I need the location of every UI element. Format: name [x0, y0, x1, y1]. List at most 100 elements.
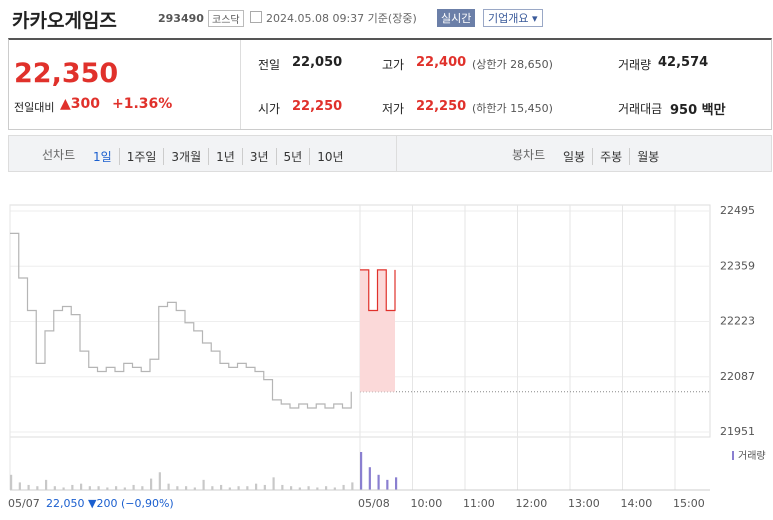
volume-bar: [27, 484, 30, 490]
volume-bar: [325, 486, 328, 490]
volume-bar: [115, 486, 118, 490]
volume-bar: [377, 474, 380, 490]
volume-bar: [193, 487, 196, 490]
tab-bar: [8, 135, 772, 172]
tab[interactable]: 3개월: [164, 148, 210, 165]
volume-bar: [263, 484, 266, 490]
volume-bar: [167, 483, 170, 490]
field-value: 22,250: [416, 99, 467, 114]
x-tick-label: 14:00: [621, 497, 653, 510]
volume-bar: [368, 467, 371, 490]
volume-bar: [281, 484, 284, 490]
x-tick-label: 15:00: [673, 497, 705, 510]
volume-bar: [10, 474, 13, 490]
rate: +1.36%: [112, 96, 173, 112]
summary-box: [8, 38, 772, 130]
volume-bar: [150, 478, 153, 490]
y-tick-label: 22223: [720, 315, 755, 328]
volume-bar: [80, 483, 83, 490]
x-tick-label: 11:00: [463, 497, 495, 510]
x-tick-label: 13:00: [568, 497, 600, 510]
clock-icon: [250, 11, 262, 23]
volume-bar: [272, 477, 275, 490]
volume-bar: [342, 484, 345, 490]
y-tick-label: 21951: [720, 425, 755, 438]
field-label: 전일: [258, 58, 281, 72]
price-line: [360, 269, 396, 312]
volume-bar: [290, 486, 293, 490]
volume-bar: [158, 472, 161, 490]
volume-bar: [71, 484, 74, 490]
volume-bar: [351, 482, 354, 490]
tab-label: 선차트: [42, 148, 76, 162]
tab[interactable]: 월봉: [637, 150, 660, 164]
field-value: 42,574: [658, 55, 709, 70]
volume-bar: [360, 452, 363, 490]
volume-bar: [88, 486, 91, 490]
volume-bar: [45, 479, 48, 490]
tab[interactable]: 5년: [277, 148, 311, 165]
tab[interactable]: 3년: [243, 148, 277, 165]
volume-bar: [176, 486, 179, 490]
x-tick-label: 10:00: [411, 497, 443, 510]
tab[interactable]: 1년: [209, 148, 243, 165]
tab[interactable]: 1일: [86, 148, 120, 165]
divider: [396, 136, 397, 171]
legend-swatch: [732, 451, 734, 460]
tab[interactable]: 10년: [317, 150, 344, 164]
tab[interactable]: 일봉: [556, 148, 594, 165]
tab[interactable]: 1주일: [120, 148, 165, 165]
y-tick-label: 22495: [720, 204, 755, 217]
field-value: 22,050: [292, 55, 343, 70]
field-label: 시가: [258, 102, 281, 116]
divider: [240, 40, 241, 129]
field-label: 거래량: [618, 58, 652, 72]
volume-bar: [62, 487, 65, 490]
volume-bar: [255, 483, 258, 490]
volume-bar: [307, 486, 310, 490]
price-line: [10, 232, 352, 409]
time: 2024.05.08 09:37 기준(장중): [266, 12, 417, 25]
field-note: (하한가 15,450): [472, 102, 553, 115]
legend-label: 거래량: [738, 450, 766, 462]
x-tick-label: 05/08: [358, 497, 390, 510]
candle-tabs: 일봉 주봉 월봉: [556, 146, 666, 165]
field-note: (상한가 28,650): [472, 58, 553, 71]
volume-bar: [202, 479, 205, 490]
field-value: 22,250: [292, 99, 343, 114]
volume-bar: [386, 479, 389, 490]
volume-bar: [246, 486, 249, 490]
volume-bar: [298, 487, 301, 490]
y-tick-label: 22087: [720, 370, 755, 383]
volume-bar: [53, 486, 56, 490]
realtime-button[interactable]: 실시간: [437, 9, 476, 27]
volume-bar: [237, 486, 240, 490]
volume-bar: [316, 487, 319, 490]
prev-close-info: 22,050 ▼200 (−0,90%): [46, 497, 174, 510]
volume-bar: [333, 487, 336, 490]
volume-bar: [132, 484, 135, 490]
field-value: 22,400: [416, 55, 467, 70]
volume-bar: [220, 484, 223, 490]
change-label: 전일대비: [14, 101, 55, 114]
volume-bar: [185, 486, 188, 490]
company-button[interactable]: 기업개요 ▾: [483, 9, 543, 27]
price: 22,350: [14, 58, 119, 89]
volume-bar: [141, 486, 144, 490]
line-tabs: 1일 1주일 3개월 1년 3년 5년 10년: [86, 146, 351, 165]
tab[interactable]: 주봉: [593, 148, 631, 165]
volume-bar: [395, 477, 398, 490]
volume-bar: [97, 486, 100, 490]
x-tick-label: 12:00: [516, 497, 548, 510]
field-value: 950 백만: [670, 103, 726, 118]
volume-bar: [36, 486, 39, 490]
volume-bar: [211, 486, 214, 490]
x-tick-label: 05/07: [8, 497, 40, 510]
field-label: 저가: [382, 102, 405, 116]
market-badge: 코스닥: [208, 10, 244, 27]
stock-code: 293490: [158, 12, 204, 25]
volume-bar: [106, 487, 109, 490]
volume-bar: [18, 482, 21, 490]
